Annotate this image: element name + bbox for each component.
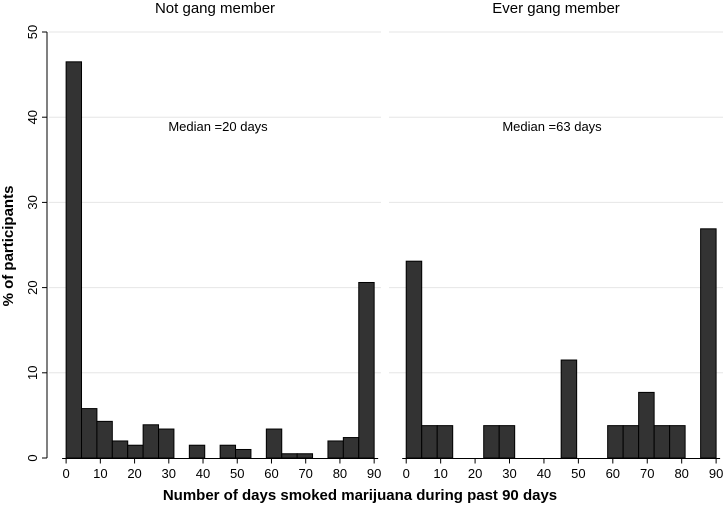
panel-title: Not gang member	[155, 0, 275, 17]
panels: Not gang member 0 10 20 30 40 50 60 70 80 90 Median…	[49, 0, 723, 481]
histogram-bar	[158, 428, 175, 459]
y-tick-label: 50	[25, 25, 40, 39]
panel-2: Ever gang member 0 10 20 30 40 50 60 70 80 90 Media…	[389, 0, 723, 481]
x-tick-label: 50	[230, 466, 244, 481]
x-tick-label: 10	[93, 466, 107, 481]
x-tick-label: 30	[502, 466, 516, 481]
histogram-bar	[296, 453, 314, 459]
histogram-bar	[327, 440, 344, 459]
histogram-bar	[498, 425, 516, 459]
x-tick-label: 60	[606, 466, 620, 481]
histogram-bar	[358, 281, 375, 459]
histogram-bar	[281, 453, 298, 459]
y-tick-label: 10	[25, 366, 40, 380]
median-annotation: Median =63 days	[502, 119, 602, 134]
histogram-bar	[700, 228, 717, 459]
histogram-bar	[265, 428, 283, 459]
histogram-bar	[436, 425, 454, 459]
x-tick-label: 30	[162, 466, 176, 481]
histogram-bar	[405, 260, 423, 459]
x-tick-label: 50	[571, 466, 585, 481]
histogram-bar	[560, 359, 578, 459]
histogram-bar	[235, 448, 252, 459]
histogram-bar	[65, 61, 83, 459]
x-tick-label: 60	[264, 466, 278, 481]
x-tick-label: 80	[333, 466, 347, 481]
y-tick-label: 30	[25, 195, 40, 209]
y-tick-label: 40	[25, 110, 40, 124]
histogram-bar	[81, 408, 98, 459]
x-tick-label: 0	[62, 466, 69, 481]
x-tick-label: 40	[537, 466, 551, 481]
median-annotation: Median =20 days	[168, 119, 268, 134]
x-tick-label: 40	[196, 466, 210, 481]
histogram-bar	[638, 391, 655, 459]
histogram-bar	[342, 437, 360, 459]
y-tick-label: 20	[25, 280, 40, 294]
y-axis-title: % of participants	[0, 186, 17, 307]
histogram-bar	[219, 444, 237, 459]
y-tick-label: 0	[25, 454, 40, 461]
x-tick-label: 90	[709, 466, 723, 481]
x-axis-title: Number of days smoked marijuana during p…	[163, 487, 557, 504]
histogram-bar	[669, 425, 686, 459]
y-axis: 0 10 20 30 40 50	[25, 25, 48, 462]
x-tick-label: 90	[367, 466, 381, 481]
x-tick-label: 20	[127, 466, 141, 481]
x-tick-label: 70	[298, 466, 312, 481]
panel-1: Not gang member 0 10 20 30 40 50 60 70 80 90 Median…	[49, 0, 381, 481]
histogram-bar	[483, 425, 500, 459]
histogram-bar	[421, 425, 438, 459]
x-tick-label: 0	[403, 466, 410, 481]
histogram-bar	[127, 444, 144, 459]
histogram-bar	[142, 424, 160, 459]
histogram-bar	[607, 425, 624, 459]
panel-title: Ever gang member	[492, 0, 620, 17]
x-tick-label: 80	[674, 466, 688, 481]
histogram-bar	[653, 425, 671, 459]
x-tick-label: 10	[433, 466, 447, 481]
x-tick-label: 70	[640, 466, 654, 481]
x-tick-label: 20	[468, 466, 482, 481]
histogram-bar	[622, 425, 640, 459]
histogram-bar	[111, 440, 129, 459]
histogram-bar	[188, 444, 206, 459]
histogram-bar	[96, 420, 113, 459]
